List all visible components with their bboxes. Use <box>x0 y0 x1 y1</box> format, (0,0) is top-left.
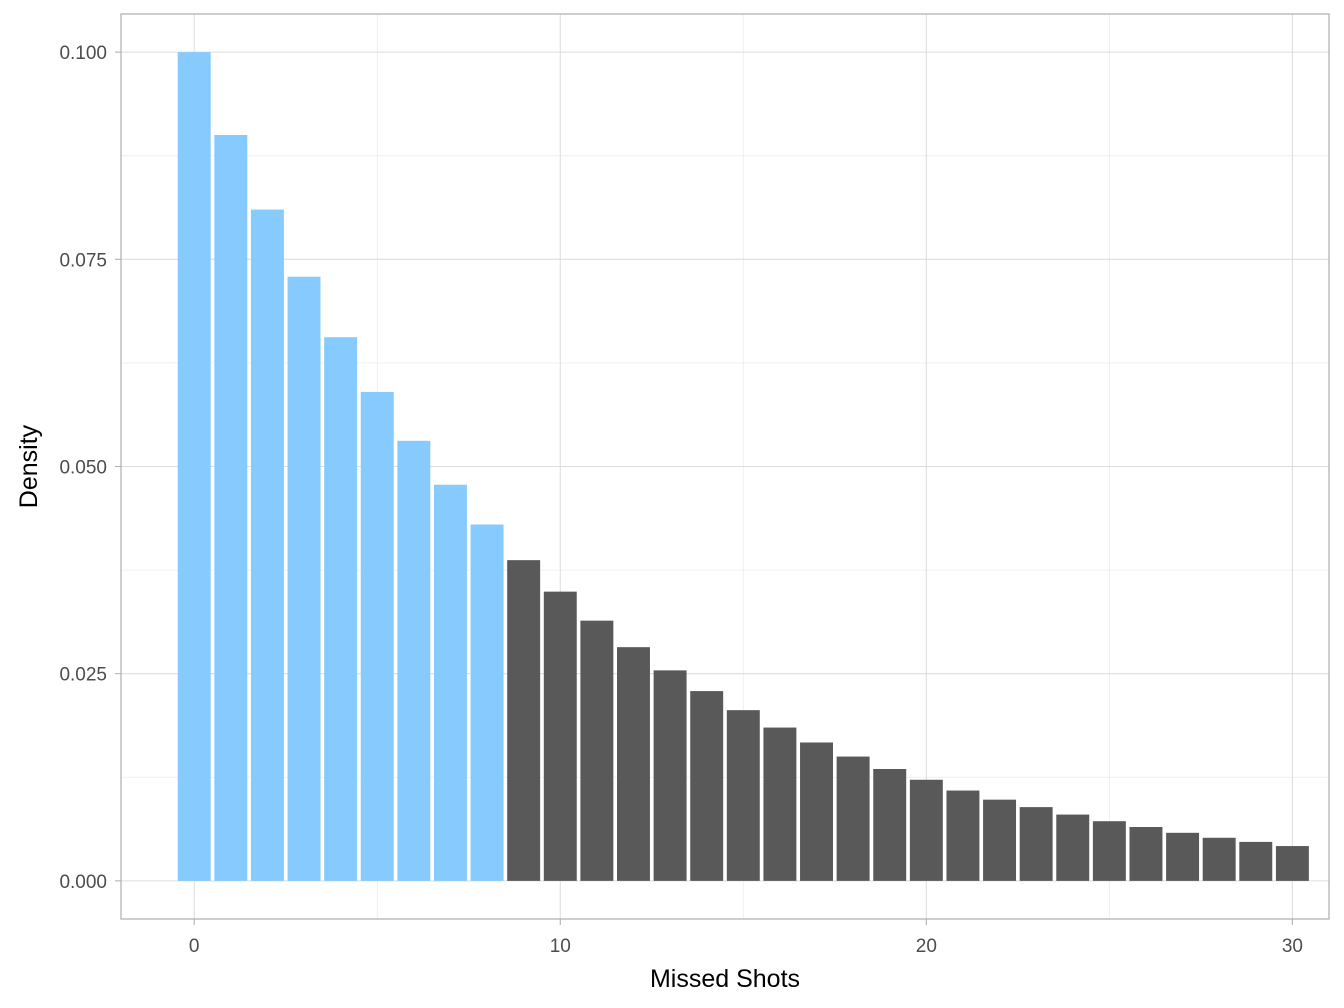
bar-18 <box>836 756 870 881</box>
bar-22 <box>983 799 1017 881</box>
bar-29 <box>1239 841 1273 881</box>
y-axis-title: Density <box>15 424 43 508</box>
bar-0 <box>177 52 211 881</box>
x-axis-title: Missed Shots <box>650 965 800 993</box>
bar-4 <box>324 337 358 881</box>
bar-13 <box>653 670 687 881</box>
x-tick-label: 10 <box>550 936 571 957</box>
x-tick-label: 20 <box>916 936 937 957</box>
bar-21 <box>946 790 980 881</box>
x-tick-label: 0 <box>189 936 200 957</box>
y-tick-label: 0.025 <box>59 665 107 686</box>
bar-8 <box>470 524 504 881</box>
bar-20 <box>909 779 943 881</box>
bar-12 <box>617 647 650 881</box>
bar-10 <box>543 591 577 881</box>
y-tick-label: 0.050 <box>59 458 107 479</box>
y-tick-label: 0.000 <box>59 872 107 893</box>
grid-lines <box>121 14 1329 919</box>
bar-7 <box>433 484 467 881</box>
x-tick-label: 30 <box>1282 936 1303 957</box>
bar-30 <box>1275 846 1309 881</box>
bars <box>177 52 1309 881</box>
bar-5 <box>360 391 394 881</box>
y-tick-label: 0.100 <box>59 43 107 64</box>
bar-27 <box>1166 832 1200 881</box>
bar-15 <box>726 710 760 881</box>
bar-26 <box>1129 827 1163 881</box>
bar-2 <box>250 209 284 881</box>
bar-17 <box>800 742 833 881</box>
bar-19 <box>873 768 907 881</box>
bar-1 <box>214 134 248 881</box>
bar-24 <box>1056 814 1090 881</box>
bar-25 <box>1092 821 1126 881</box>
bar-6 <box>397 440 431 881</box>
bar-11 <box>580 620 614 881</box>
bar-28 <box>1202 837 1236 881</box>
bar-14 <box>690 691 724 881</box>
bar-23 <box>1019 807 1053 881</box>
bar-16 <box>763 727 797 881</box>
bar-9 <box>507 560 541 881</box>
bar-3 <box>287 276 321 881</box>
y-tick-label: 0.075 <box>59 250 107 271</box>
axis-ticks: 0 10 20 30 0.000 0.025 0.050 0.075 0.100 <box>59 43 1303 957</box>
